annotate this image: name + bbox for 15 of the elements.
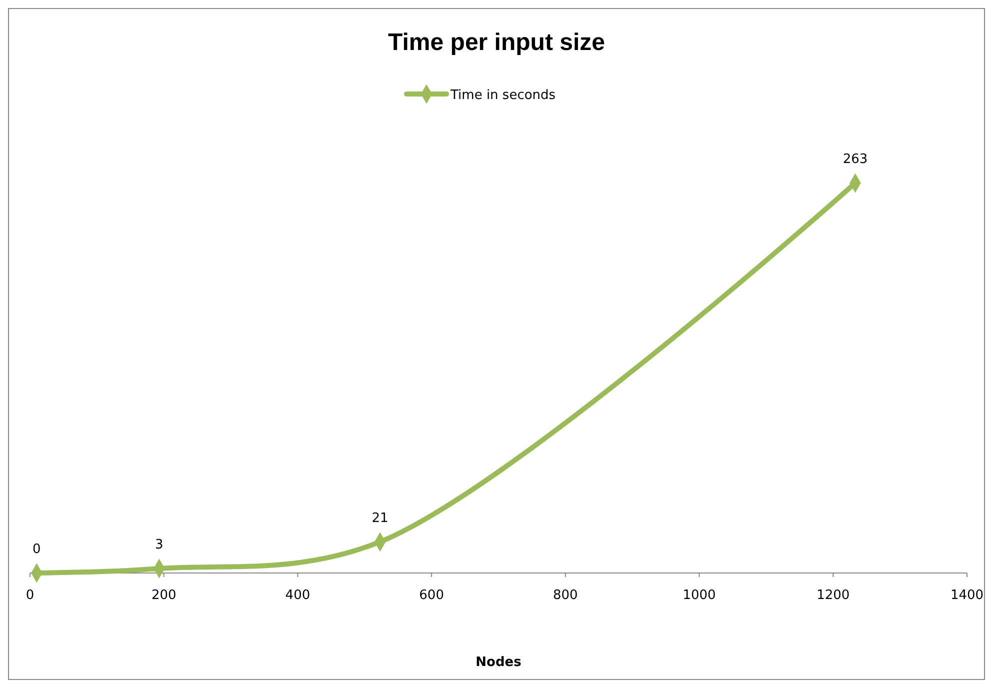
chart-title: Time per input size: [388, 29, 605, 56]
x-tick-label: 0: [26, 588, 34, 603]
x-tick-label: 1200: [816, 588, 850, 603]
data-label: 0: [32, 542, 41, 557]
x-tick-label: 1400: [950, 588, 984, 603]
legend-label: Time in seconds: [450, 88, 556, 103]
data-label: 3: [155, 538, 164, 553]
x-axis-title: Nodes: [476, 655, 522, 670]
data-label: 263: [842, 152, 868, 167]
x-tick-label: 800: [553, 588, 578, 603]
data-label: 21: [372, 510, 388, 526]
x-tick-label: 600: [419, 588, 444, 603]
x-tick-label: 200: [151, 588, 176, 603]
x-tick-label: 400: [285, 588, 310, 603]
x-tick-label: 1000: [682, 588, 716, 603]
